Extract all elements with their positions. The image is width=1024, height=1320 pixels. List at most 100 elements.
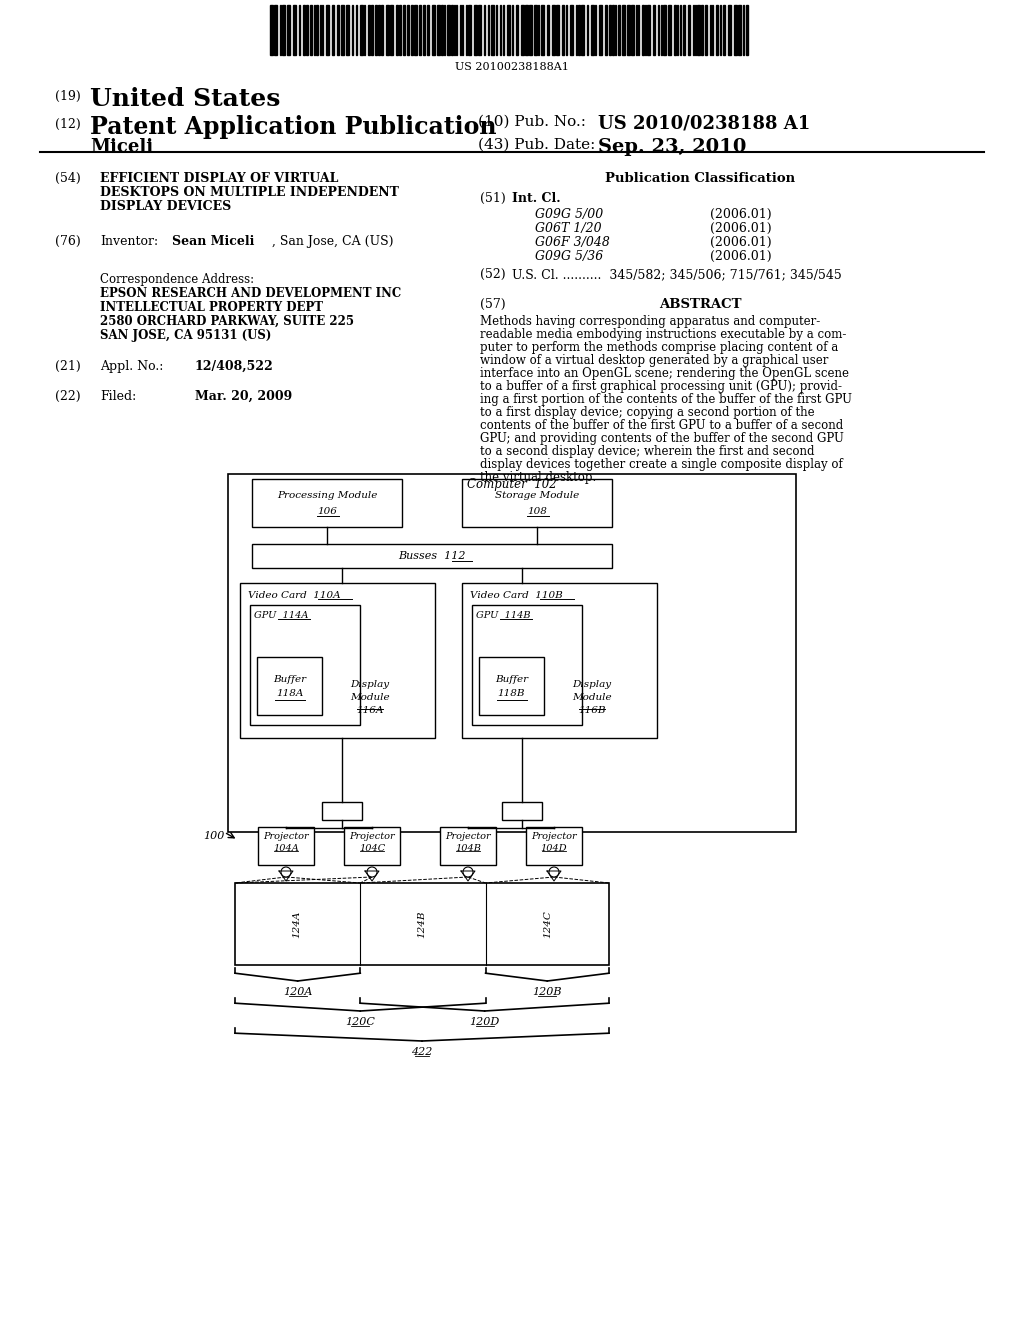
Bar (716, 5, 718, 55)
Text: GPU  114A: GPU 114A (254, 611, 308, 620)
Text: (2006.01): (2006.01) (710, 249, 772, 263)
Text: EPSON RESEARCH AND DEVELOPMENT INC: EPSON RESEARCH AND DEVELOPMENT INC (100, 286, 401, 300)
Text: 104C: 104C (358, 843, 385, 853)
Bar (414, 5, 417, 55)
Text: Mar. 20, 2009: Mar. 20, 2009 (195, 389, 292, 403)
Text: Int. Cl.: Int. Cl. (512, 191, 560, 205)
Text: 100: 100 (204, 832, 225, 841)
Text: 118A: 118A (275, 689, 303, 698)
Bar (399, 5, 401, 55)
Text: Filed:: Filed: (100, 389, 136, 403)
FancyBboxPatch shape (240, 583, 435, 738)
Bar (728, 5, 731, 55)
Bar (552, 5, 555, 55)
FancyBboxPatch shape (462, 583, 657, 738)
Bar (441, 5, 443, 55)
Text: 116B: 116B (579, 706, 606, 715)
Bar (738, 5, 741, 55)
Text: GPU; and providing contents of the buffer of the second GPU: GPU; and providing contents of the buffe… (480, 432, 844, 445)
Bar (521, 5, 524, 55)
Bar (525, 5, 528, 55)
Text: 12/408,522: 12/408,522 (195, 360, 273, 374)
Text: ABSTRACT: ABSTRACT (658, 298, 741, 312)
Text: (52): (52) (480, 268, 506, 281)
FancyBboxPatch shape (322, 803, 362, 820)
FancyBboxPatch shape (258, 828, 314, 865)
Bar (581, 5, 584, 55)
Bar (303, 5, 305, 55)
Text: interface into an OpenGL scene; rendering the OpenGL scene: interface into an OpenGL scene; renderin… (480, 367, 849, 380)
Bar (697, 5, 700, 55)
Bar (631, 5, 634, 55)
Text: 106: 106 (317, 507, 337, 516)
FancyBboxPatch shape (252, 479, 402, 527)
Bar (341, 5, 344, 55)
Text: Correspondence Address:: Correspondence Address: (100, 273, 254, 286)
Bar (468, 5, 471, 55)
Bar (346, 5, 349, 55)
Text: 124C: 124C (543, 909, 552, 939)
FancyBboxPatch shape (472, 605, 582, 725)
FancyBboxPatch shape (462, 479, 612, 527)
Text: Busses  112: Busses 112 (398, 550, 466, 561)
Bar (663, 5, 666, 55)
Bar (390, 5, 393, 55)
Circle shape (367, 867, 377, 876)
Bar (529, 5, 532, 55)
Text: (2006.01): (2006.01) (710, 222, 772, 235)
FancyBboxPatch shape (440, 828, 496, 865)
Text: to a first display device; copying a second portion of the: to a first display device; copying a sec… (480, 407, 815, 418)
FancyBboxPatch shape (479, 657, 544, 715)
Text: window of a virtual desktop generated by a graphical user: window of a virtual desktop generated by… (480, 354, 828, 367)
Text: (12): (12) (55, 117, 81, 131)
Text: G09G 5/00: G09G 5/00 (535, 209, 603, 220)
Bar (411, 5, 413, 55)
Text: Computer  102: Computer 102 (467, 478, 557, 491)
Bar (618, 5, 620, 55)
Bar (688, 5, 690, 55)
Bar (627, 5, 630, 55)
Bar (310, 5, 312, 55)
Text: Projector: Projector (349, 832, 395, 841)
Text: Projector: Projector (445, 832, 490, 841)
Text: United States: United States (90, 87, 281, 111)
Bar (451, 5, 453, 55)
Text: G09G 5/36: G09G 5/36 (535, 249, 603, 263)
Bar (403, 5, 406, 55)
Bar (591, 5, 594, 55)
Text: G06F 3/048: G06F 3/048 (535, 236, 610, 249)
Text: U.S. Cl. ..........  345/582; 345/506; 715/761; 345/545: U.S. Cl. .......... 345/582; 345/506; 71… (512, 268, 842, 281)
Text: Methods having corresponding apparatus and computer-: Methods having corresponding apparatus a… (480, 315, 820, 327)
Text: 120D: 120D (470, 1016, 500, 1027)
Text: 104A: 104A (273, 843, 299, 853)
Text: Storage Module: Storage Module (495, 491, 580, 500)
FancyBboxPatch shape (344, 828, 400, 865)
Text: Projector: Projector (263, 832, 309, 841)
Bar (612, 5, 614, 55)
Text: readable media embodying instructions executable by a com-: readable media embodying instructions ex… (480, 327, 847, 341)
Text: (76): (76) (55, 235, 81, 248)
Text: (10) Pub. No.:: (10) Pub. No.: (478, 115, 586, 129)
Circle shape (463, 867, 473, 876)
Text: Display: Display (350, 680, 389, 689)
Text: 422: 422 (412, 1047, 433, 1057)
Bar (432, 5, 435, 55)
Bar (562, 5, 564, 55)
Bar (407, 5, 409, 55)
Text: Patent Application Publication: Patent Application Publication (90, 115, 497, 139)
Text: 120A: 120A (283, 987, 312, 997)
Bar (746, 5, 748, 55)
Bar (599, 5, 602, 55)
Bar (332, 5, 334, 55)
Bar (437, 5, 440, 55)
Bar (306, 5, 308, 55)
Bar (396, 5, 398, 55)
Bar (375, 5, 377, 55)
Bar (541, 5, 544, 55)
Text: Appl. No.:: Appl. No.: (100, 360, 164, 374)
Text: Inventor:: Inventor: (100, 235, 158, 248)
Text: contents of the buffer of the first GPU to a buffer of a second: contents of the buffer of the first GPU … (480, 418, 843, 432)
Bar (674, 5, 676, 55)
Bar (547, 5, 549, 55)
Text: EFFICIENT DISPLAY OF VIRTUAL: EFFICIENT DISPLAY OF VIRTUAL (100, 172, 338, 185)
